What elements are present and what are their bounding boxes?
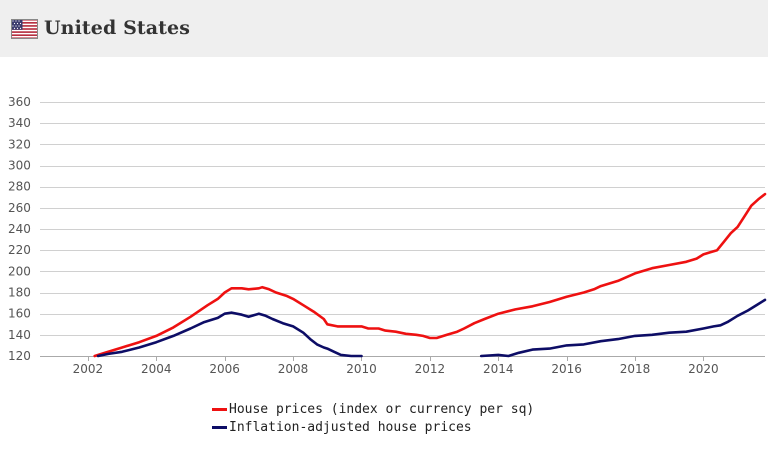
legend-label-real: Inflation-adjusted house prices bbox=[229, 419, 472, 435]
series-line-real bbox=[96, 311, 363, 358]
y-tick-label: 360 bbox=[8, 95, 31, 109]
x-tick-label: 2010 bbox=[346, 362, 377, 376]
series-line-nominal bbox=[93, 192, 767, 358]
y-tick-label: 180 bbox=[8, 286, 31, 300]
y-tick-label: 260 bbox=[8, 201, 31, 215]
grid-lines bbox=[40, 102, 765, 357]
legend-label-nominal: House prices (index or currency per sq) bbox=[229, 401, 535, 417]
y-tick-label: 280 bbox=[8, 180, 31, 194]
page-header: United States bbox=[0, 0, 768, 57]
x-tick-label: 2006 bbox=[209, 362, 240, 376]
legend-item-real[interactable]: Inflation-adjusted house prices bbox=[212, 418, 534, 436]
page-title: United States bbox=[44, 17, 191, 39]
y-tick-label: 320 bbox=[8, 137, 31, 151]
x-tick-label: 2016 bbox=[551, 362, 582, 376]
legend-swatch-nominal bbox=[212, 407, 227, 411]
x-tick-label: 2008 bbox=[278, 362, 309, 376]
y-tick-label: 160 bbox=[8, 307, 31, 321]
x-tick-label: 2018 bbox=[620, 362, 651, 376]
series-line-real-segment-2 bbox=[479, 298, 767, 358]
series-lines bbox=[93, 192, 767, 358]
y-tick-label: 240 bbox=[8, 222, 31, 236]
x-tick-label: 2020 bbox=[688, 362, 719, 376]
legend-swatch-real bbox=[212, 425, 227, 429]
y-tick-label: 340 bbox=[8, 116, 31, 130]
x-tick-label: 2002 bbox=[73, 362, 104, 376]
y-tick-label: 300 bbox=[8, 159, 31, 173]
y-tick-label: 140 bbox=[8, 328, 31, 342]
x-tick-label: 2012 bbox=[415, 362, 446, 376]
x-axis-ticks: 2002 2004 2006 2008 2010 2012 2014 2016 2018 2020 bbox=[40, 356, 765, 376]
legend-item-nominal[interactable]: House prices (index or currency per sq) bbox=[212, 400, 534, 418]
x-tick-label: 2004 bbox=[141, 362, 172, 376]
y-tick-label: 120 bbox=[8, 349, 31, 363]
x-tick-label: 2014 bbox=[483, 362, 514, 376]
y-tick-label: 220 bbox=[8, 243, 31, 257]
y-axis-ticks: 120 140 160 180 200 220 240 260 280 300 320 340 360 bbox=[8, 95, 31, 363]
y-tick-label: 200 bbox=[8, 264, 31, 278]
us-flag-icon bbox=[11, 19, 38, 39]
chart-legend: House prices (index or currency per sq) … bbox=[212, 400, 534, 436]
